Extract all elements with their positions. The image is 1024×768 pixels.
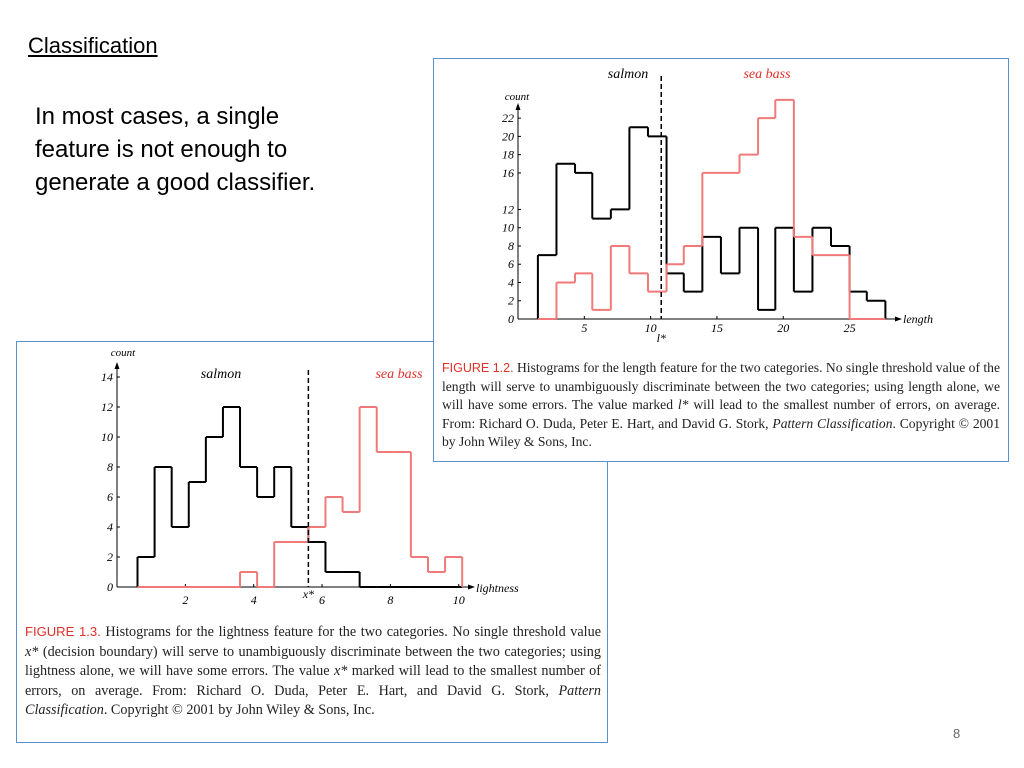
y-axis-label: count	[111, 347, 136, 359]
legend-label: salmon	[608, 67, 648, 82]
body-text: In most cases, a single feature is not e…	[35, 103, 316, 196]
y-tick-label: 12	[101, 400, 113, 414]
y-tick-label: 4	[508, 275, 514, 289]
x-tick-label: 10	[453, 593, 465, 607]
threshold-label: x*	[302, 587, 314, 601]
caption: FIGURE 1.2. Histograms for the length fe…	[442, 359, 1000, 452]
x-tick-label: 5	[581, 321, 587, 335]
x-axis-arrow	[468, 584, 475, 590]
caption-text: marked will lead to the smallest number …	[25, 663, 602, 699]
y-tick-label: 0	[107, 580, 113, 594]
x-tick-label: 4	[251, 593, 257, 607]
caption-text: x*	[25, 643, 39, 660]
y-axis-label: count	[505, 91, 530, 103]
caption-text: Pattern Classification	[25, 682, 601, 719]
y-tick-label: 10	[101, 430, 113, 444]
y-tick-label: 12	[502, 202, 514, 216]
caption-text: . Copyright © 2001 by John Wiley & Sons,…	[442, 415, 1001, 450]
legend-label: sea bass	[375, 367, 423, 382]
caption-text: . Copyright © 2001 by John Wiley & Sons,…	[103, 702, 375, 718]
caption: FIGURE 1.3. Histograms for the lightness…	[25, 622, 601, 721]
page-number: 8	[953, 726, 961, 741]
caption-label: FIGURE 1.3.	[25, 624, 101, 639]
x-tick-label: 6	[319, 593, 325, 607]
caption-text: l*	[677, 397, 689, 412]
y-tick-label: 10	[502, 221, 514, 235]
caption-text: Histograms for the lightness feature for…	[105, 624, 602, 640]
x-tick-label: 25	[844, 321, 856, 335]
y-tick-label: 4	[107, 520, 113, 534]
caption-label: FIGURE 1.2.	[442, 361, 514, 375]
y-tick-label: 2	[508, 294, 514, 308]
caption-text: Histograms for the length feature for th…	[442, 360, 1000, 412]
y-tick-label: 14	[101, 370, 113, 384]
legend-label: salmon	[201, 367, 241, 382]
x-tick-label: 15	[711, 321, 723, 335]
x-axis-arrow	[895, 316, 902, 322]
y-tick-label: 8	[107, 460, 113, 474]
threshold-label: l*	[657, 331, 666, 345]
x-tick-label: 10	[645, 321, 657, 335]
chart: 0 2 4 6 8 10 12 16 18 20 22 5 10 15 20 25 count length sal…	[502, 67, 933, 345]
y-axis-arrow	[114, 362, 120, 369]
x-axis-label: lightness	[476, 581, 519, 595]
figure: 0 2 4 6 8 10 12 16 18 20 22 5 10 15 20 25 count length sal…	[433, 58, 1009, 462]
y-tick-label: 22	[502, 111, 514, 125]
figure: 0 2 4 6 8 10 12 14 2 4 6 8 10 count lightness salmon sea…	[16, 341, 608, 743]
y-tick-label: 16	[502, 166, 514, 180]
y-tick-label: 0	[508, 312, 514, 326]
x-tick-label: 8	[387, 593, 393, 607]
caption-text: will lead to the smallest number of erro…	[442, 397, 1000, 431]
caption-text: Pattern Classification	[772, 415, 893, 431]
y-tick-label: 20	[502, 129, 514, 143]
y-axis-arrow	[515, 103, 521, 110]
y-tick-label: 18	[502, 148, 514, 162]
x-tick-label: 20	[777, 321, 789, 335]
caption-text: (decision boundary) will serve to unambi…	[25, 643, 601, 680]
y-tick-label: 6	[508, 257, 514, 271]
x-axis-label: length	[903, 312, 933, 326]
y-tick-label: 8	[508, 239, 514, 253]
y-tick-label: 6	[107, 490, 113, 504]
x-tick-label: 2	[182, 593, 188, 607]
y-tick-label: 2	[107, 550, 113, 564]
caption-text: x*	[333, 663, 348, 679]
chart: 0 2 4 6 8 10 12 14 2 4 6 8 10 count lightness salmon sea…	[101, 347, 519, 607]
heading: Classification	[28, 33, 158, 58]
legend-label: sea bass	[743, 67, 791, 82]
